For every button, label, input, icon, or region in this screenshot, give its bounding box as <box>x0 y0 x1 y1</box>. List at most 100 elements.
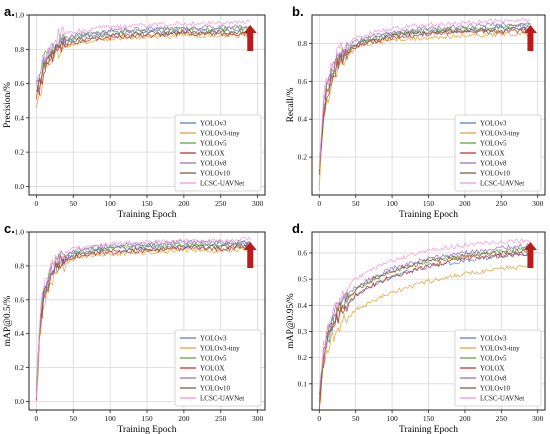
series-line-lcsc-uavnet <box>36 19 251 86</box>
x-tick-label: 200 <box>178 414 190 423</box>
y-tick-label: 0.0 <box>15 397 25 406</box>
y-tick-label: 0.8 <box>298 39 308 48</box>
panel-letter: d. <box>292 221 304 236</box>
y-tick-label: 0.6 <box>298 248 308 257</box>
legend-label: YOLOv5 <box>480 355 507 363</box>
chart-panel-1: a. 0 50 100 150 200 250 300 0.0 0.2 0.4 0.6 0.8 1.0 Tr… <box>3 4 266 220</box>
y-tick-label: 0.3 <box>298 327 308 336</box>
x-axis-label: Training Epoch <box>117 210 176 220</box>
legend-label: YOLOv10 <box>200 385 230 393</box>
panel-letter: c. <box>4 221 15 236</box>
series-line-yolov3-tiny <box>36 32 251 108</box>
y-tick-label: 0.0 <box>15 182 25 191</box>
legend-label: LCSC-UAVNet <box>200 395 244 403</box>
x-axis-label: Training Epoch <box>399 210 458 220</box>
x-tick-label: 200 <box>178 199 190 208</box>
legend-label: YOLOv3 <box>200 335 227 343</box>
legend-label: YOLOX <box>480 150 505 158</box>
y-tick-label: 0.1 <box>298 379 308 388</box>
arrow-shaft <box>527 249 534 268</box>
y-axis-label: mAP@0.95/% <box>286 293 296 349</box>
legend-label: LCSC-UAVNet <box>480 180 524 188</box>
chart-panel-2: b. 0 50 100 150 200 250 300 0.2 0.4 0.6 0.8 Training… <box>286 4 546 220</box>
legend-box <box>454 329 542 407</box>
legend-label: YOLOv3 <box>480 120 507 128</box>
arrow-head <box>523 242 537 250</box>
x-tick-label: 250 <box>215 414 227 423</box>
y-tick-label: 0.4 <box>15 113 25 122</box>
y-tick-label: 0.6 <box>15 79 25 88</box>
up-arrow-icon <box>523 242 537 268</box>
legend-label: YOLOv10 <box>480 385 510 393</box>
up-arrow-icon <box>523 25 537 51</box>
x-tick-label: 200 <box>459 199 471 208</box>
legend: YOLOv3 YOLOv3-tiny YOLOv5 YOLOX YOLOv8 YOLOv1… <box>454 114 542 192</box>
x-tick-label: 150 <box>423 199 435 208</box>
legend: YOLOv3 YOLOv3-tiny YOLOv5 YOLOX YOLOv8 YOLOv1… <box>174 329 262 407</box>
x-tick-label: 100 <box>105 414 117 423</box>
legend-label: YOLOv3 <box>200 120 227 128</box>
x-tick-label: 200 <box>459 414 471 423</box>
x-tick-label: 0 <box>35 199 39 208</box>
x-tick-label: 0 <box>317 199 321 208</box>
series-line-yolov5 <box>318 22 531 169</box>
series-line-yolov3 <box>36 27 251 92</box>
legend-label: YOLOv3-tiny <box>200 345 240 353</box>
arrow-head <box>243 25 257 33</box>
legend-box <box>174 329 262 407</box>
series-line-yolov10 <box>318 247 531 395</box>
series-line-lcsc-uavnet <box>36 236 251 398</box>
x-tick-label: 250 <box>496 199 508 208</box>
panel-letter: a. <box>4 4 15 19</box>
legend: YOLOv3 YOLOv3-tiny YOLOv5 YOLOX YOLOv8 YOLOv1… <box>174 114 262 192</box>
x-tick-label: 50 <box>352 414 360 423</box>
x-tick-label: 50 <box>352 199 360 208</box>
legend-label: YOLOv8 <box>480 375 507 383</box>
legend-label: YOLOv3-tiny <box>480 345 520 353</box>
y-tick-label: 0.4 <box>298 115 308 124</box>
legend-label: LCSC-UAVNet <box>480 395 524 403</box>
legend-label: YOLOv8 <box>200 375 227 383</box>
up-arrow-icon <box>243 242 257 268</box>
legend-label: YOLOv5 <box>200 355 227 363</box>
series-line-lcsc-uavnet <box>318 18 531 170</box>
y-tick-label: 0.4 <box>298 301 308 310</box>
series-line-yolov3-tiny <box>318 264 531 409</box>
up-arrow-icon <box>243 25 257 51</box>
series-line-yolov8 <box>318 242 531 401</box>
legend-label: YOLOv3 <box>480 335 507 343</box>
legend-label: YOLOv10 <box>480 170 510 178</box>
legend-label: YOLOX <box>200 150 225 158</box>
x-tick-label: 100 <box>386 199 398 208</box>
legend-label: YOLOv5 <box>480 140 507 148</box>
series-line-yolov10 <box>318 26 531 172</box>
y-tick-label: 0.2 <box>298 353 308 362</box>
x-axis-label: Training Epoch <box>399 425 458 434</box>
series-line-yolov8 <box>36 24 251 85</box>
x-tick-label: 0 <box>35 414 39 423</box>
y-tick-label: 1.0 <box>15 228 25 237</box>
y-axis-label: Recall/% <box>286 88 296 123</box>
arrow-head <box>243 242 257 250</box>
arrow-shaft <box>247 249 254 268</box>
series-line-yolov10 <box>36 242 251 394</box>
legend: YOLOv3 YOLOv3-tiny YOLOv5 YOLOX YOLOv8 YOLOv1… <box>454 329 542 407</box>
arrow-shaft <box>247 32 254 51</box>
arrow-head <box>523 25 537 33</box>
legend-label: YOLOv3-tiny <box>200 130 240 138</box>
y-tick-label: 0.8 <box>15 45 25 54</box>
y-tick-label: 0.2 <box>15 363 25 372</box>
x-tick-label: 250 <box>496 414 508 423</box>
y-tick-label: 0.8 <box>15 261 25 270</box>
legend-label: YOLOv3-tiny <box>480 130 520 138</box>
series-line-yolox <box>318 251 531 410</box>
series-line-yolov10 <box>36 29 251 92</box>
legend-label: YOLOv10 <box>200 170 230 178</box>
x-axis-label: Training Epoch <box>117 425 176 434</box>
y-tick-label: 0.2 <box>298 153 308 162</box>
legend-label: YOLOv8 <box>480 160 507 168</box>
series-line-yolov8 <box>318 21 531 174</box>
legend-label: YOLOv5 <box>200 140 227 148</box>
legend-label: YOLOv8 <box>200 160 227 168</box>
x-tick-label: 250 <box>215 199 227 208</box>
